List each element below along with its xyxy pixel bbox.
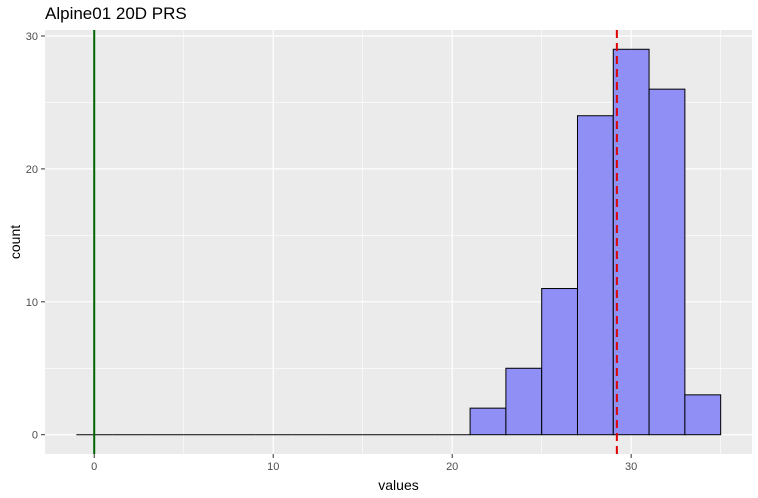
histogram-bar <box>505 367 543 436</box>
histogram-bar <box>576 115 614 436</box>
x-tick-label: 10 <box>267 461 279 473</box>
x-axis-label: values <box>378 477 418 493</box>
histogram-bar <box>612 48 650 436</box>
chart-title: Alpine01 20D PRS <box>45 4 187 23</box>
y-tick-label: 20 <box>26 164 38 176</box>
y-axis-label: count <box>7 225 23 259</box>
x-tick-label: 30 <box>625 461 637 473</box>
reference-lines <box>93 30 618 454</box>
histogram-bar <box>648 88 686 436</box>
x-tick-label: 20 <box>446 461 458 473</box>
y-axis-ticks: 0 10 20 30 <box>26 31 45 442</box>
histogram-bar <box>469 407 507 436</box>
x-tick-label: 0 <box>91 461 97 473</box>
histogram-bar <box>684 394 722 436</box>
y-tick-label: 10 <box>26 297 38 309</box>
histogram-bar <box>541 288 578 436</box>
y-tick-label: 0 <box>32 430 38 442</box>
x-axis-ticks: 0 10 20 30 <box>91 454 637 473</box>
histogram-bars <box>76 48 722 436</box>
y-tick-label: 30 <box>26 31 38 43</box>
